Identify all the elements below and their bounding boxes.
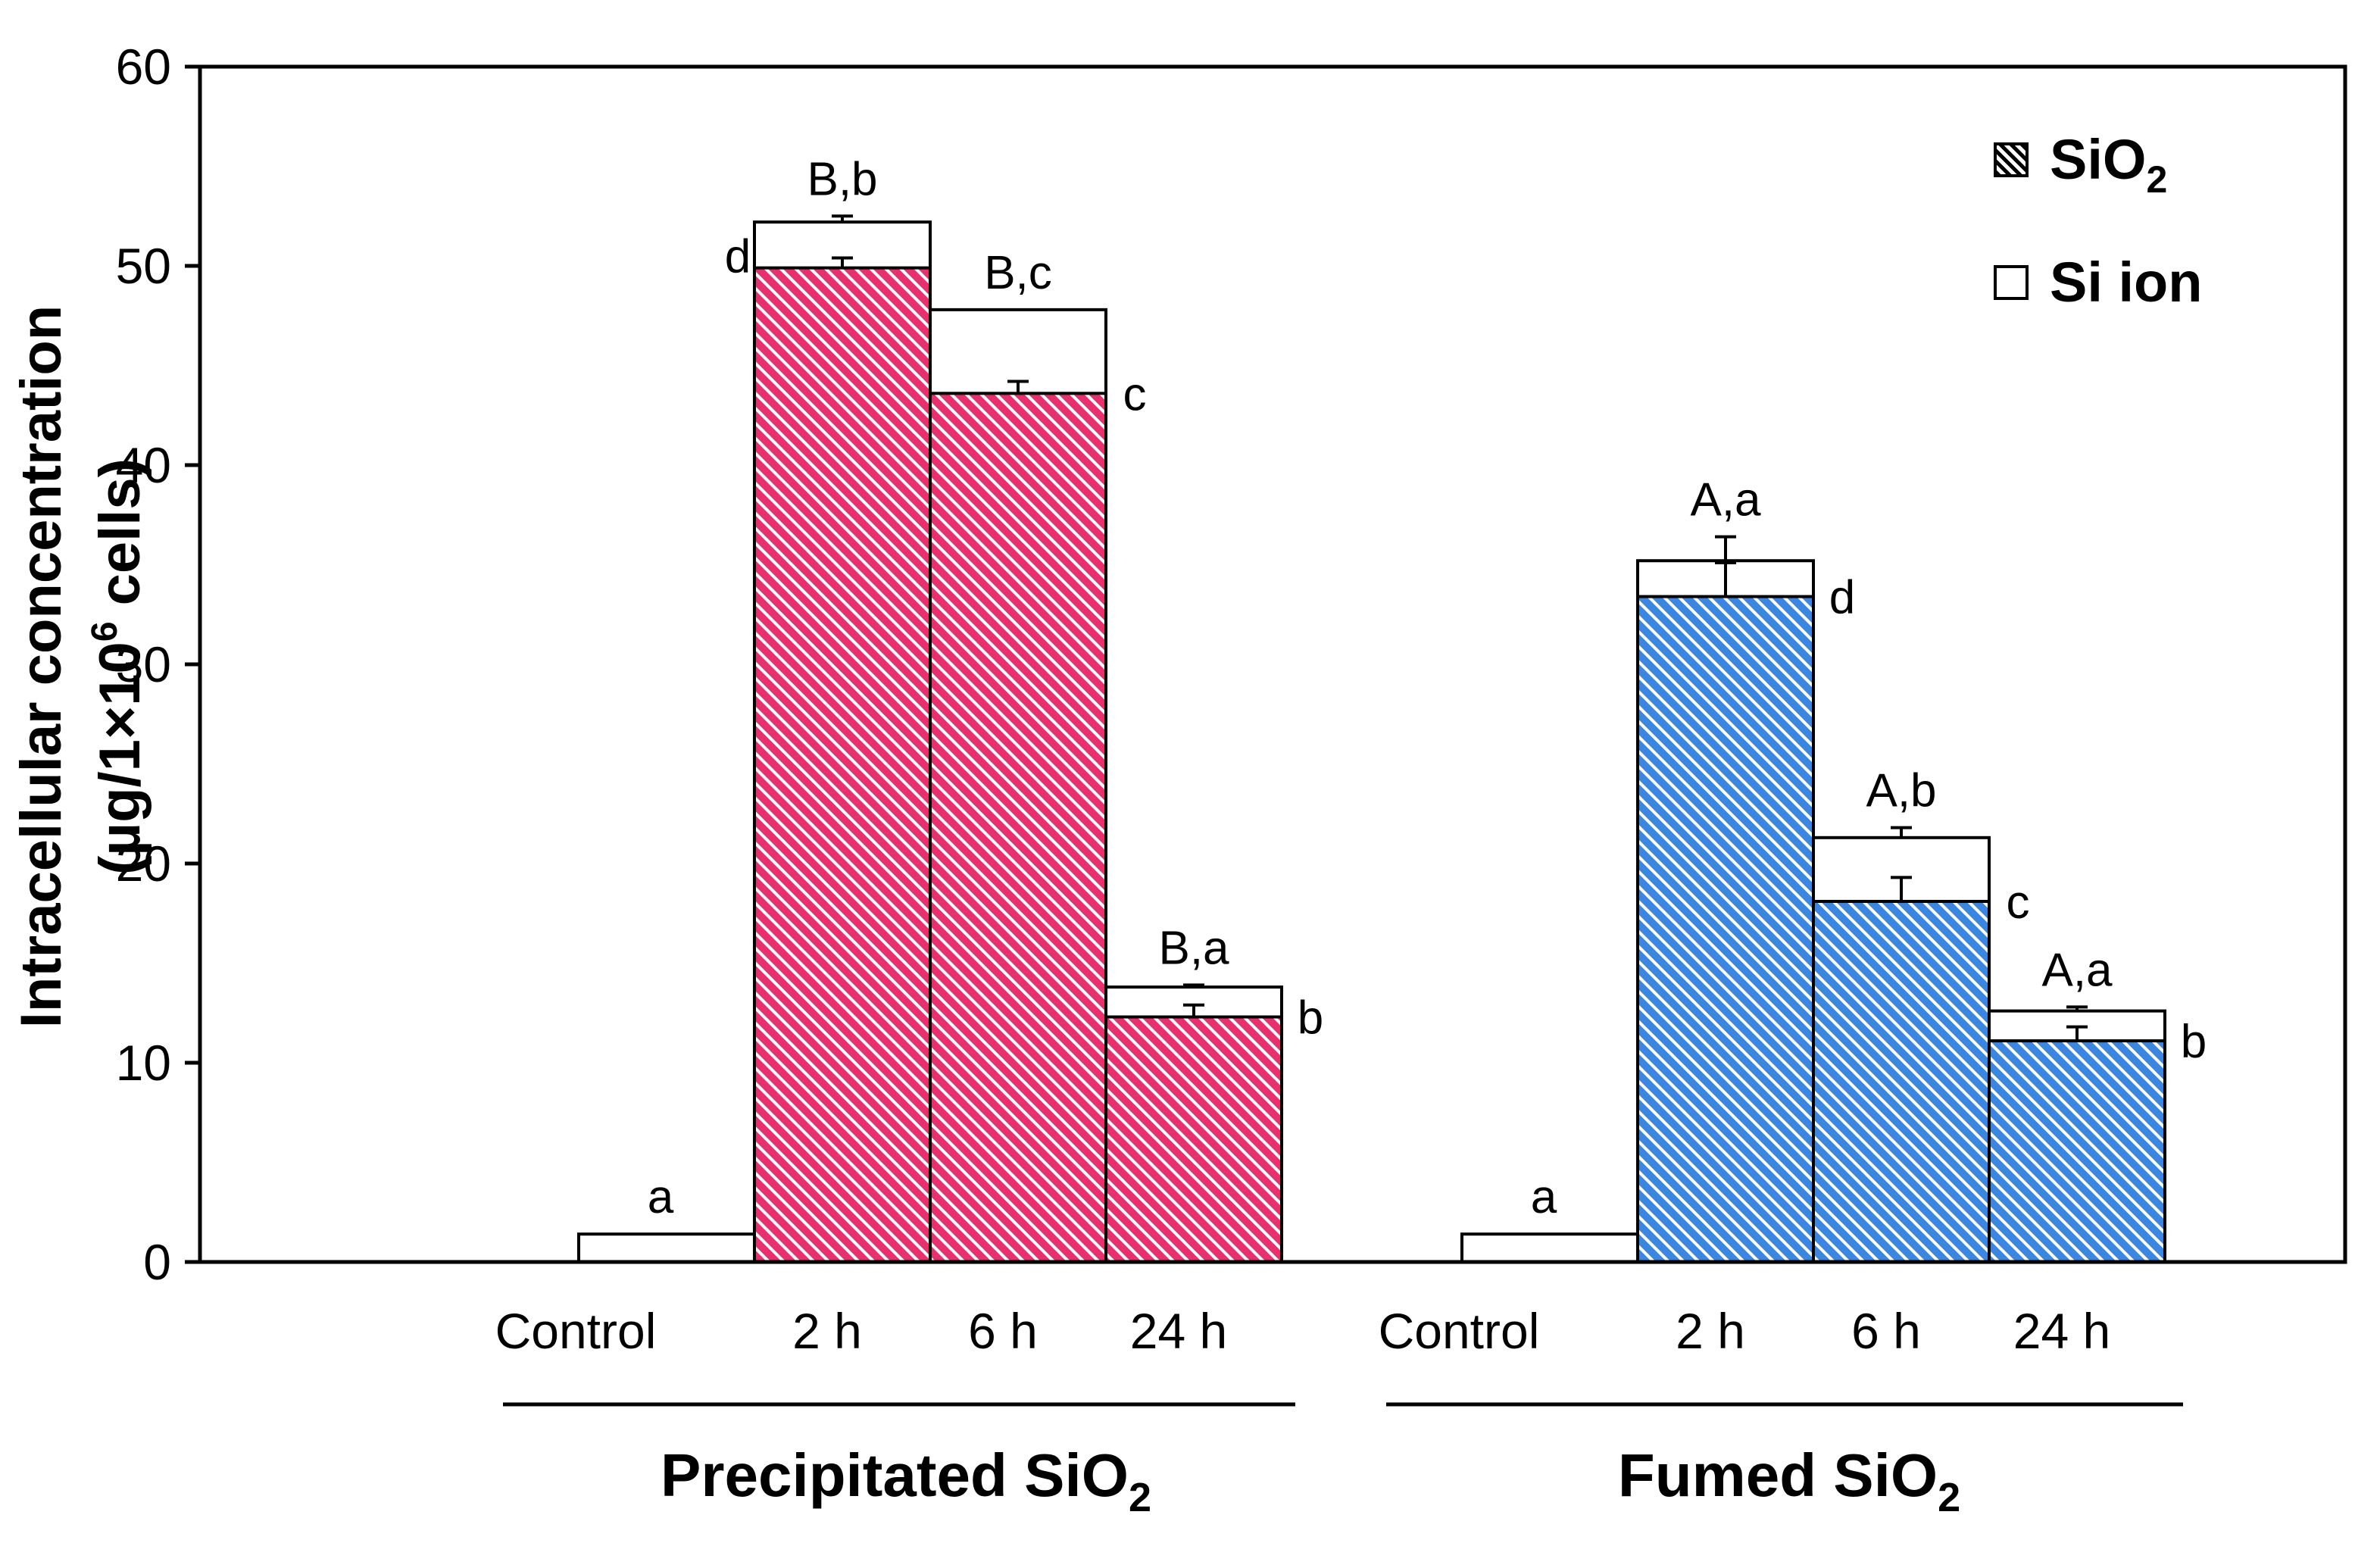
bar-sio2-g1-c2	[1812, 899, 1991, 1263]
total-annotation-g0-c2: B,c	[984, 247, 1052, 299]
sio2-annotation-g1-c3: b	[2181, 1016, 2207, 1068]
legend-swatch-sio2	[1994, 142, 2029, 177]
bar-si-ion-g1-c0	[1460, 1232, 1639, 1264]
x-tick-label-g0-c3: 24 h	[1130, 1303, 1227, 1359]
y-axis-ticks: 0 10 20 30 40 50 60	[116, 39, 200, 1290]
bar-sio2-g0-c1	[753, 266, 932, 1263]
x-tick-label-g1-c2: 6 h	[1851, 1303, 1921, 1359]
group-label-precipitated: Precipitated SiO2	[661, 1441, 1151, 1520]
x-tick-label-g0-c2: 6 h	[968, 1303, 1038, 1359]
x-tick-label-g1-c1: 2 h	[1676, 1303, 1745, 1359]
plot-frame	[198, 64, 2347, 1264]
bar-sio2-g1-c3	[1988, 1039, 2166, 1263]
x-tick-label-g1-c3: 24 h	[2013, 1303, 2110, 1359]
total-annotation-g1-c3: A,a	[2041, 944, 2113, 996]
bar-sio2-g0-c3	[1104, 1015, 1283, 1263]
y-tick-label-0: 0	[143, 1234, 171, 1290]
group-label-fumed: Fumed SiO2	[1618, 1441, 1960, 1520]
x-tick-label-g0-c1: 2 h	[792, 1303, 862, 1359]
sio2-annotation-g0-c2: c	[1123, 368, 1147, 420]
y-tick-label-60: 60	[116, 39, 171, 95]
bar-sio2-g1-c1	[1636, 595, 1815, 1263]
y-tick-label-50: 50	[116, 238, 171, 294]
sio2-annotation-g1-c2: c	[2007, 876, 2030, 929]
y-tick-label-10: 10	[116, 1035, 171, 1091]
bars	[577, 214, 2166, 1264]
bar-sio2-g0-c2	[929, 392, 1107, 1264]
total-annotation-g0-c1: B,b	[807, 153, 877, 205]
bar-si-ion-g0-c0	[577, 1232, 756, 1264]
y-tick-label-40: 40	[116, 437, 171, 493]
total-annotation-g0-c3: B,a	[1158, 922, 1229, 974]
sio2-annotation-g1-c1: d	[1829, 572, 1855, 624]
y-axis-label-line1: Intracellular concentration	[9, 305, 73, 1028]
legend-swatch-si-ion	[1994, 265, 2029, 300]
x-tick-label-g1-c0: Control	[1379, 1303, 1540, 1359]
total-annotation-g0-c0: a	[648, 1171, 674, 1223]
y-tick-label-30: 30	[116, 636, 171, 692]
y-tick-label-20: 20	[116, 836, 171, 892]
y-axis-label-line2: (µg/1×106 cells)	[85, 458, 152, 875]
x-tick-label-g0-c0: Control	[495, 1303, 657, 1359]
total-annotation-g1-c0: a	[1531, 1171, 1557, 1223]
total-annotation-g1-c1: A,a	[1690, 474, 1761, 526]
total-annotation-g1-c2: A,b	[1866, 765, 1936, 817]
legend: SiO2 Si ion	[1994, 128, 2202, 314]
legend-label-sio2: SiO2	[2050, 128, 2167, 201]
sio2-annotation-g0-c3: b	[1298, 992, 1323, 1045]
sio2-annotation-g0-c1: d	[725, 231, 751, 283]
legend-label-si-ion: Si ion	[2050, 251, 2202, 314]
x-axis-labels: Control 2 h 6 h 24 h Control 2 h 6 h 24 h	[495, 1303, 2111, 1359]
